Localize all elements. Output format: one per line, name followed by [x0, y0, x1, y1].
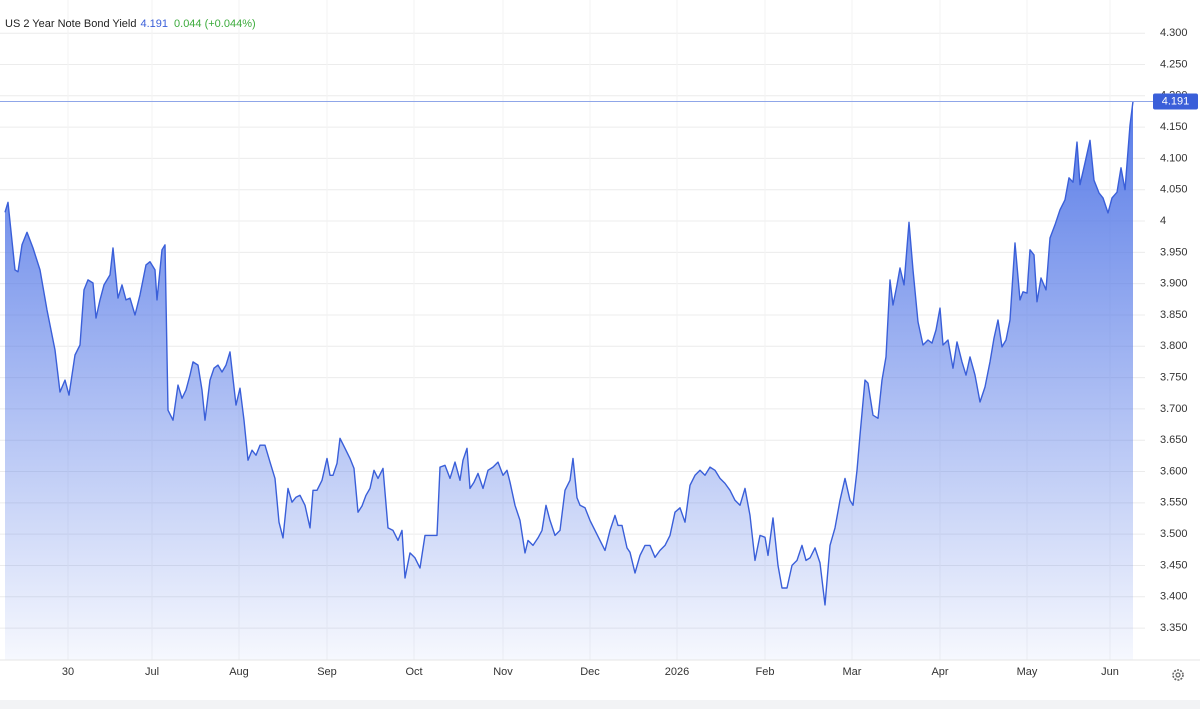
y-tick-label: 3.500	[1160, 528, 1188, 540]
plot-area	[4, 101, 1134, 660]
y-tick-label: 3.750	[1160, 371, 1188, 383]
y-tick-label: 3.450	[1160, 559, 1188, 571]
last-value: 4.191	[140, 18, 168, 30]
y-tick-label: 4.250	[1160, 58, 1188, 70]
settings-icon[interactable]	[1172, 669, 1184, 681]
overlay: 4.191	[0, 93, 1198, 110]
last-price-box	[1153, 93, 1198, 110]
x-tick-label: Nov	[493, 666, 513, 678]
x-tick-label: Mar	[843, 666, 862, 678]
y-tick-label: 3.550	[1160, 497, 1188, 509]
x-tick-label: Aug	[229, 666, 249, 678]
x-tick-label: Oct	[405, 666, 422, 678]
x-tick-label: Dec	[580, 666, 600, 678]
gear-outer	[1172, 669, 1184, 681]
x-tick-label: Feb	[756, 666, 775, 678]
y-tick-label: 4	[1160, 215, 1166, 227]
y-tick-label: 3.850	[1160, 309, 1188, 321]
x-tick-label: 30	[62, 666, 74, 678]
x-tick-label: 2026	[665, 666, 689, 678]
y-tick-label: 3.950	[1160, 246, 1188, 258]
y-tick-label: 3.900	[1160, 278, 1188, 290]
y-tick-label: 3.600	[1160, 465, 1188, 477]
last-price-label: 4.191	[1162, 95, 1190, 107]
line	[4, 101, 1134, 606]
header: US 2 Year Note Bond Yield 4.191 0.044 (+0.…	[5, 18, 256, 30]
x-tick-label: Apr	[931, 666, 948, 678]
x-tick-label: May	[1017, 666, 1038, 678]
y-tick-label: 4.300	[1160, 27, 1188, 39]
gear-inner	[1175, 672, 1181, 678]
y-tick-label: 3.800	[1160, 340, 1188, 352]
chart-title: US 2 Year Note Bond Yield	[5, 18, 136, 30]
y-tick-label: 4.100	[1160, 152, 1188, 164]
x-tick-label: Jul	[145, 666, 159, 678]
y-tick-label: 3.400	[1160, 591, 1188, 603]
y-tick-label: 3.650	[1160, 434, 1188, 446]
y-tick-label: 4.050	[1160, 184, 1188, 196]
change: 0.044 (+0.044%)	[174, 18, 256, 30]
bottom-bar	[0, 700, 1200, 709]
area-fill	[5, 101, 1133, 660]
x-tick-label: Jun	[1101, 666, 1119, 678]
y-tick-label: 3.350	[1160, 622, 1188, 634]
y-tick-label: 3.700	[1160, 403, 1188, 415]
x-tick-label: Sep	[317, 666, 337, 678]
y-tick-label: 4.150	[1160, 121, 1188, 133]
